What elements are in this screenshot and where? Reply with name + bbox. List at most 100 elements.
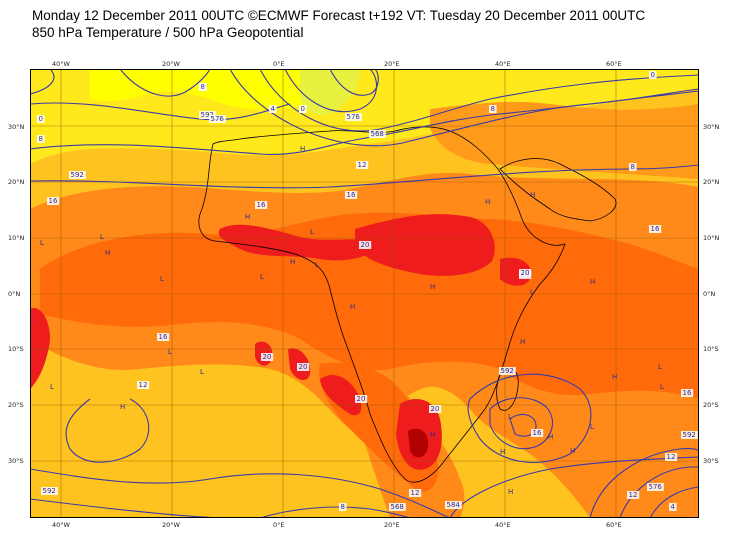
latitude-label-right: 30°S <box>703 457 719 465</box>
high-pressure-marker: H <box>105 249 110 257</box>
contour-label: 20 <box>263 353 272 361</box>
longitude-label-bottom: 60°E <box>606 521 622 529</box>
contour-label-bg <box>339 503 347 511</box>
contour-label-bg <box>531 429 544 437</box>
contour-label-bg <box>647 483 664 491</box>
high-pressure-marker: H <box>430 431 435 439</box>
map-frame <box>30 69 699 518</box>
latitude-label-right: 10°N <box>703 234 720 242</box>
longitude-label-top: 40°E <box>495 60 511 68</box>
contour-label-bg <box>199 111 216 119</box>
longitude-label-bottom: 40°E <box>495 521 511 529</box>
contour-label-bg <box>137 381 150 389</box>
contour-label: 592 <box>683 431 696 439</box>
latitude-label-right: 30°N <box>703 123 720 131</box>
contour-label-bg <box>299 105 307 113</box>
contour-label: 16 <box>533 429 542 437</box>
contour-label: 584 <box>447 501 461 509</box>
low-pressure-marker: L <box>508 413 512 421</box>
contour-label-bg <box>409 489 422 497</box>
high-pressure-marker: H <box>570 447 575 455</box>
contour-label-bg <box>429 405 442 413</box>
contour-label: 16 <box>257 201 266 209</box>
low-pressure-marker: L <box>530 288 534 296</box>
low-pressure-marker: L <box>658 363 662 371</box>
latitude-label-left: 0°N <box>8 290 21 298</box>
low-pressure-marker: L <box>310 228 314 236</box>
contour-label: 592 <box>201 111 214 119</box>
contour-label: 12 <box>629 491 638 499</box>
high-pressure-marker: H <box>120 403 125 411</box>
temperature-band-20 <box>40 212 699 399</box>
contour-label: 592 <box>43 487 56 495</box>
temperature-band-24-west <box>218 224 372 261</box>
geopotential-contours <box>30 69 699 518</box>
contour-label: 16 <box>159 333 168 341</box>
contour-label-bg <box>627 491 640 499</box>
contour-label-bg <box>519 269 532 277</box>
contour-label-bg <box>255 201 268 209</box>
contour-label-bg <box>649 225 662 233</box>
contour-label: 8 <box>201 83 205 91</box>
high-pressure-marker: H <box>485 198 490 206</box>
contour-label: 20 <box>431 405 440 413</box>
temperature-cold-area <box>300 69 360 116</box>
contour-label-bg <box>209 115 226 123</box>
longitude-label-bottom: 40°W <box>52 521 70 529</box>
contour-label: 12 <box>667 453 676 461</box>
latitude-label-left: 10°S <box>8 345 24 353</box>
temperature-band-12-north-east <box>430 101 699 179</box>
contour-label-bg <box>445 501 462 509</box>
contour-label-bg <box>665 453 678 461</box>
contour-label: 12 <box>411 489 420 497</box>
contour-label: 576 <box>347 113 361 121</box>
latitude-label-right: 20°N <box>703 178 720 186</box>
high-pressure-marker: H <box>530 191 535 199</box>
high-pressure-marker: H <box>430 283 435 291</box>
high-pressure-marker: H <box>300 145 305 153</box>
header-line-2: 850 hPa Temperature / 500 hPa Geopotenti… <box>32 25 304 40</box>
latitude-label-left: 30°S <box>8 457 24 465</box>
contour-label-bg <box>489 105 497 113</box>
latitude-label-right: 0°N <box>703 290 716 298</box>
longitude-label-bottom: 0°E <box>273 521 285 529</box>
header-line-1: Monday 12 December 2011 00UTC ©ECMWF For… <box>32 8 646 23</box>
latitude-label-right: 10°S <box>703 345 719 353</box>
contour-label: 592 <box>501 367 514 375</box>
low-pressure-marker: L <box>168 348 172 356</box>
temperature-band-28 <box>408 428 429 458</box>
high-pressure-marker: H <box>245 213 250 221</box>
temperature-band-4-north <box>90 69 360 110</box>
high-pressure-marker: H <box>520 338 525 346</box>
graticule <box>30 69 699 518</box>
latitude-label-left: 10°N <box>8 234 25 242</box>
contour-label: 568 <box>391 503 404 511</box>
longitude-label-top: 0°E <box>273 60 285 68</box>
contour-label: 8 <box>491 105 495 113</box>
contour-label-bg <box>355 395 368 403</box>
contour-label-bg <box>37 115 45 123</box>
contour-label: 20 <box>521 269 530 277</box>
low-pressure-marker: L <box>200 368 204 376</box>
longitude-label-top: 40°W <box>52 60 70 68</box>
latitude-label-left: 30°N <box>8 123 25 131</box>
contour-label: 0 <box>651 71 655 79</box>
contour-label-bg <box>669 503 677 511</box>
forecast-map: 8040859257656881259216161620201620122020… <box>30 69 699 518</box>
longitude-label-bottom: 20°E <box>384 521 400 529</box>
contour-label: 576 <box>211 115 225 123</box>
contour-label-bg <box>41 487 58 495</box>
longitude-label-top: 60°E <box>606 60 622 68</box>
longitude-label-top: 20°E <box>384 60 400 68</box>
contour-label-bg <box>69 171 86 179</box>
contour-label-bg <box>157 333 170 341</box>
contour-label-bg <box>681 431 698 439</box>
low-pressure-marker: L <box>660 383 664 391</box>
low-pressure-marker: L <box>50 383 54 391</box>
contour-label: 8 <box>631 163 635 171</box>
contour-label-bg <box>47 197 60 205</box>
contour-label-bg <box>681 389 694 397</box>
contour-label-bg <box>389 503 406 511</box>
contour-label: 0 <box>301 105 305 113</box>
longitude-label-top: 20°W <box>162 60 180 68</box>
